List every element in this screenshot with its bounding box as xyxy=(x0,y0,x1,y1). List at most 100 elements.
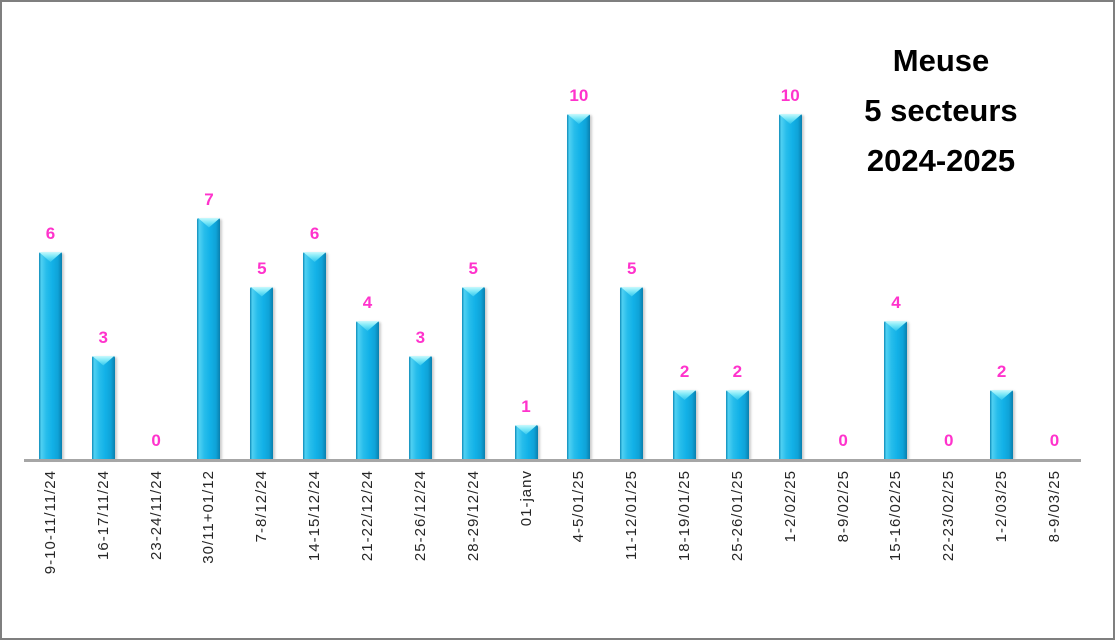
bar[interactable] xyxy=(461,286,485,459)
bar-column: 5 xyxy=(447,2,500,459)
x-axis-tick: 8-9/03/25 xyxy=(1028,470,1081,630)
x-axis-tick: 01-janv xyxy=(500,470,553,630)
bar-column: 4 xyxy=(341,2,394,459)
x-axis-tick: 30/11+01/12 xyxy=(183,470,236,630)
x-axis-tick: 25-26/12/24 xyxy=(394,470,447,630)
value-label: 6 xyxy=(45,224,56,244)
bar[interactable] xyxy=(91,355,115,459)
value-label: 5 xyxy=(257,258,267,278)
x-axis-label: 14-15/12/24 xyxy=(306,470,324,562)
value-label: 4 xyxy=(891,293,901,313)
value-label: 2 xyxy=(996,362,1007,382)
x-axis-tick: 23-24/11/24 xyxy=(130,470,183,630)
x-axis-tick: 1-2/02/25 xyxy=(764,470,817,630)
value-label: 7 xyxy=(204,189,214,209)
chart-title-line-1: Meuse xyxy=(892,43,990,78)
x-axis-tick: 15-16/02/25 xyxy=(870,470,923,630)
value-label: 0 xyxy=(1049,431,1060,451)
bar-column: 10 xyxy=(764,2,817,459)
chart-title-line-3: 2024-2025 xyxy=(866,143,1016,178)
x-axis-label: 1-2/02/25 xyxy=(781,470,799,543)
bar-column: 5 xyxy=(605,2,658,459)
bar[interactable] xyxy=(620,286,644,459)
value-label: 5 xyxy=(626,258,637,278)
x-axis-label: 16-17/11/24 xyxy=(94,470,112,560)
bar-column: 0 xyxy=(1028,2,1081,459)
x-axis-tick: 16-17/11/24 xyxy=(77,470,130,630)
x-axis-label: 8-9/02/25 xyxy=(834,470,852,543)
x-axis-tick: 22-23/02/25 xyxy=(922,470,975,630)
value-label: 2 xyxy=(732,362,743,382)
x-axis-label: 30/11+01/12 xyxy=(200,470,218,564)
x-axis-label: 21-22/12/24 xyxy=(358,470,376,562)
bar[interactable] xyxy=(673,390,697,459)
x-axis-tick: 25-26/01/25 xyxy=(711,470,764,630)
x-axis-label: 25-26/01/25 xyxy=(728,470,746,562)
x-axis-label: 15-16/02/25 xyxy=(887,470,905,562)
value-label: 2 xyxy=(679,362,690,382)
value-label: 0 xyxy=(944,431,954,451)
bar-column: 0 xyxy=(817,2,870,459)
bar-column: 6 xyxy=(288,2,341,459)
value-label: 6 xyxy=(309,224,320,244)
plot-area: 6 3 0 7 5 6 4 3 5 1 10 5 2 2 10 0 4 0 2 0 xyxy=(24,2,1081,459)
bar[interactable] xyxy=(355,321,379,459)
value-label: 10 xyxy=(780,86,800,106)
x-axis-label: 4-5/01/25 xyxy=(570,470,588,543)
x-axis-label: 01-janv xyxy=(517,470,535,527)
bar-column: 0 xyxy=(922,2,975,459)
x-axis-label: 8-9/03/25 xyxy=(1045,470,1063,543)
bar-column: 6 xyxy=(24,2,77,459)
x-axis-tick: 9-10-11/11/24 xyxy=(24,470,77,630)
x-axis-label: 18-19/01/25 xyxy=(676,470,694,562)
x-axis-tick: 8-9/02/25 xyxy=(817,470,870,630)
x-axis-tick: 14-15/12/24 xyxy=(288,470,341,630)
bar[interactable] xyxy=(197,217,221,459)
value-label: 0 xyxy=(151,431,161,451)
x-axis-tick: 4-5/01/25 xyxy=(552,470,605,630)
x-axis-tick: 7-8/12/24 xyxy=(235,470,288,630)
bar[interactable] xyxy=(514,424,538,459)
value-label: 4 xyxy=(362,293,373,313)
x-axis-label: 7-8/12/24 xyxy=(253,470,271,543)
bar[interactable] xyxy=(778,114,802,459)
x-axis-tick: 1-2/03/25 xyxy=(975,470,1028,630)
chart-title: Meuse 5 secteurs 2024-2025 xyxy=(821,36,1061,186)
x-axis-tick: 21-22/12/24 xyxy=(341,470,394,630)
x-axis-label: 22-23/02/25 xyxy=(940,470,958,562)
x-axis-labels: 9-10-11/11/24 16-17/11/24 23-24/11/24 30/11… xyxy=(24,470,1081,630)
x-axis-tick: 18-19/01/25 xyxy=(658,470,711,630)
chart-title-line-2: 5 secteurs xyxy=(864,93,1018,128)
bar-column: 10 xyxy=(552,2,605,459)
value-label: 0 xyxy=(838,431,848,451)
x-axis-label: 11-12/01/25 xyxy=(623,470,641,560)
bar[interactable] xyxy=(884,321,908,459)
x-axis-tick: 28-29/12/24 xyxy=(447,470,500,630)
value-label: 3 xyxy=(98,327,108,347)
bar[interactable] xyxy=(303,252,327,459)
bar-column: 2 xyxy=(658,2,711,459)
x-axis-label: 1-2/03/25 xyxy=(993,470,1011,543)
x-axis-label: 25-26/12/24 xyxy=(411,470,429,562)
x-axis-line xyxy=(24,459,1081,462)
bar[interactable] xyxy=(567,114,591,459)
bar-column: 1 xyxy=(500,2,553,459)
bar[interactable] xyxy=(250,286,274,459)
value-label: 3 xyxy=(415,327,426,347)
bar[interactable] xyxy=(38,252,62,459)
value-label: 5 xyxy=(468,258,478,278)
bar-column: 3 xyxy=(77,2,130,459)
value-label: 10 xyxy=(569,86,589,106)
bar-column: 7 xyxy=(183,2,236,459)
bar[interactable] xyxy=(990,390,1014,459)
bar[interactable] xyxy=(408,355,432,459)
x-axis-tick: 11-12/01/25 xyxy=(605,470,658,630)
x-axis-label: 9-10-11/11/24 xyxy=(41,470,59,575)
x-axis-label: 28-29/12/24 xyxy=(464,470,482,562)
x-axis-label: 23-24/11/24 xyxy=(147,470,165,560)
bar[interactable] xyxy=(725,390,749,459)
bar-column: 4 xyxy=(870,2,923,459)
bar-column: 3 xyxy=(394,2,447,459)
bar-column: 0 xyxy=(130,2,183,459)
